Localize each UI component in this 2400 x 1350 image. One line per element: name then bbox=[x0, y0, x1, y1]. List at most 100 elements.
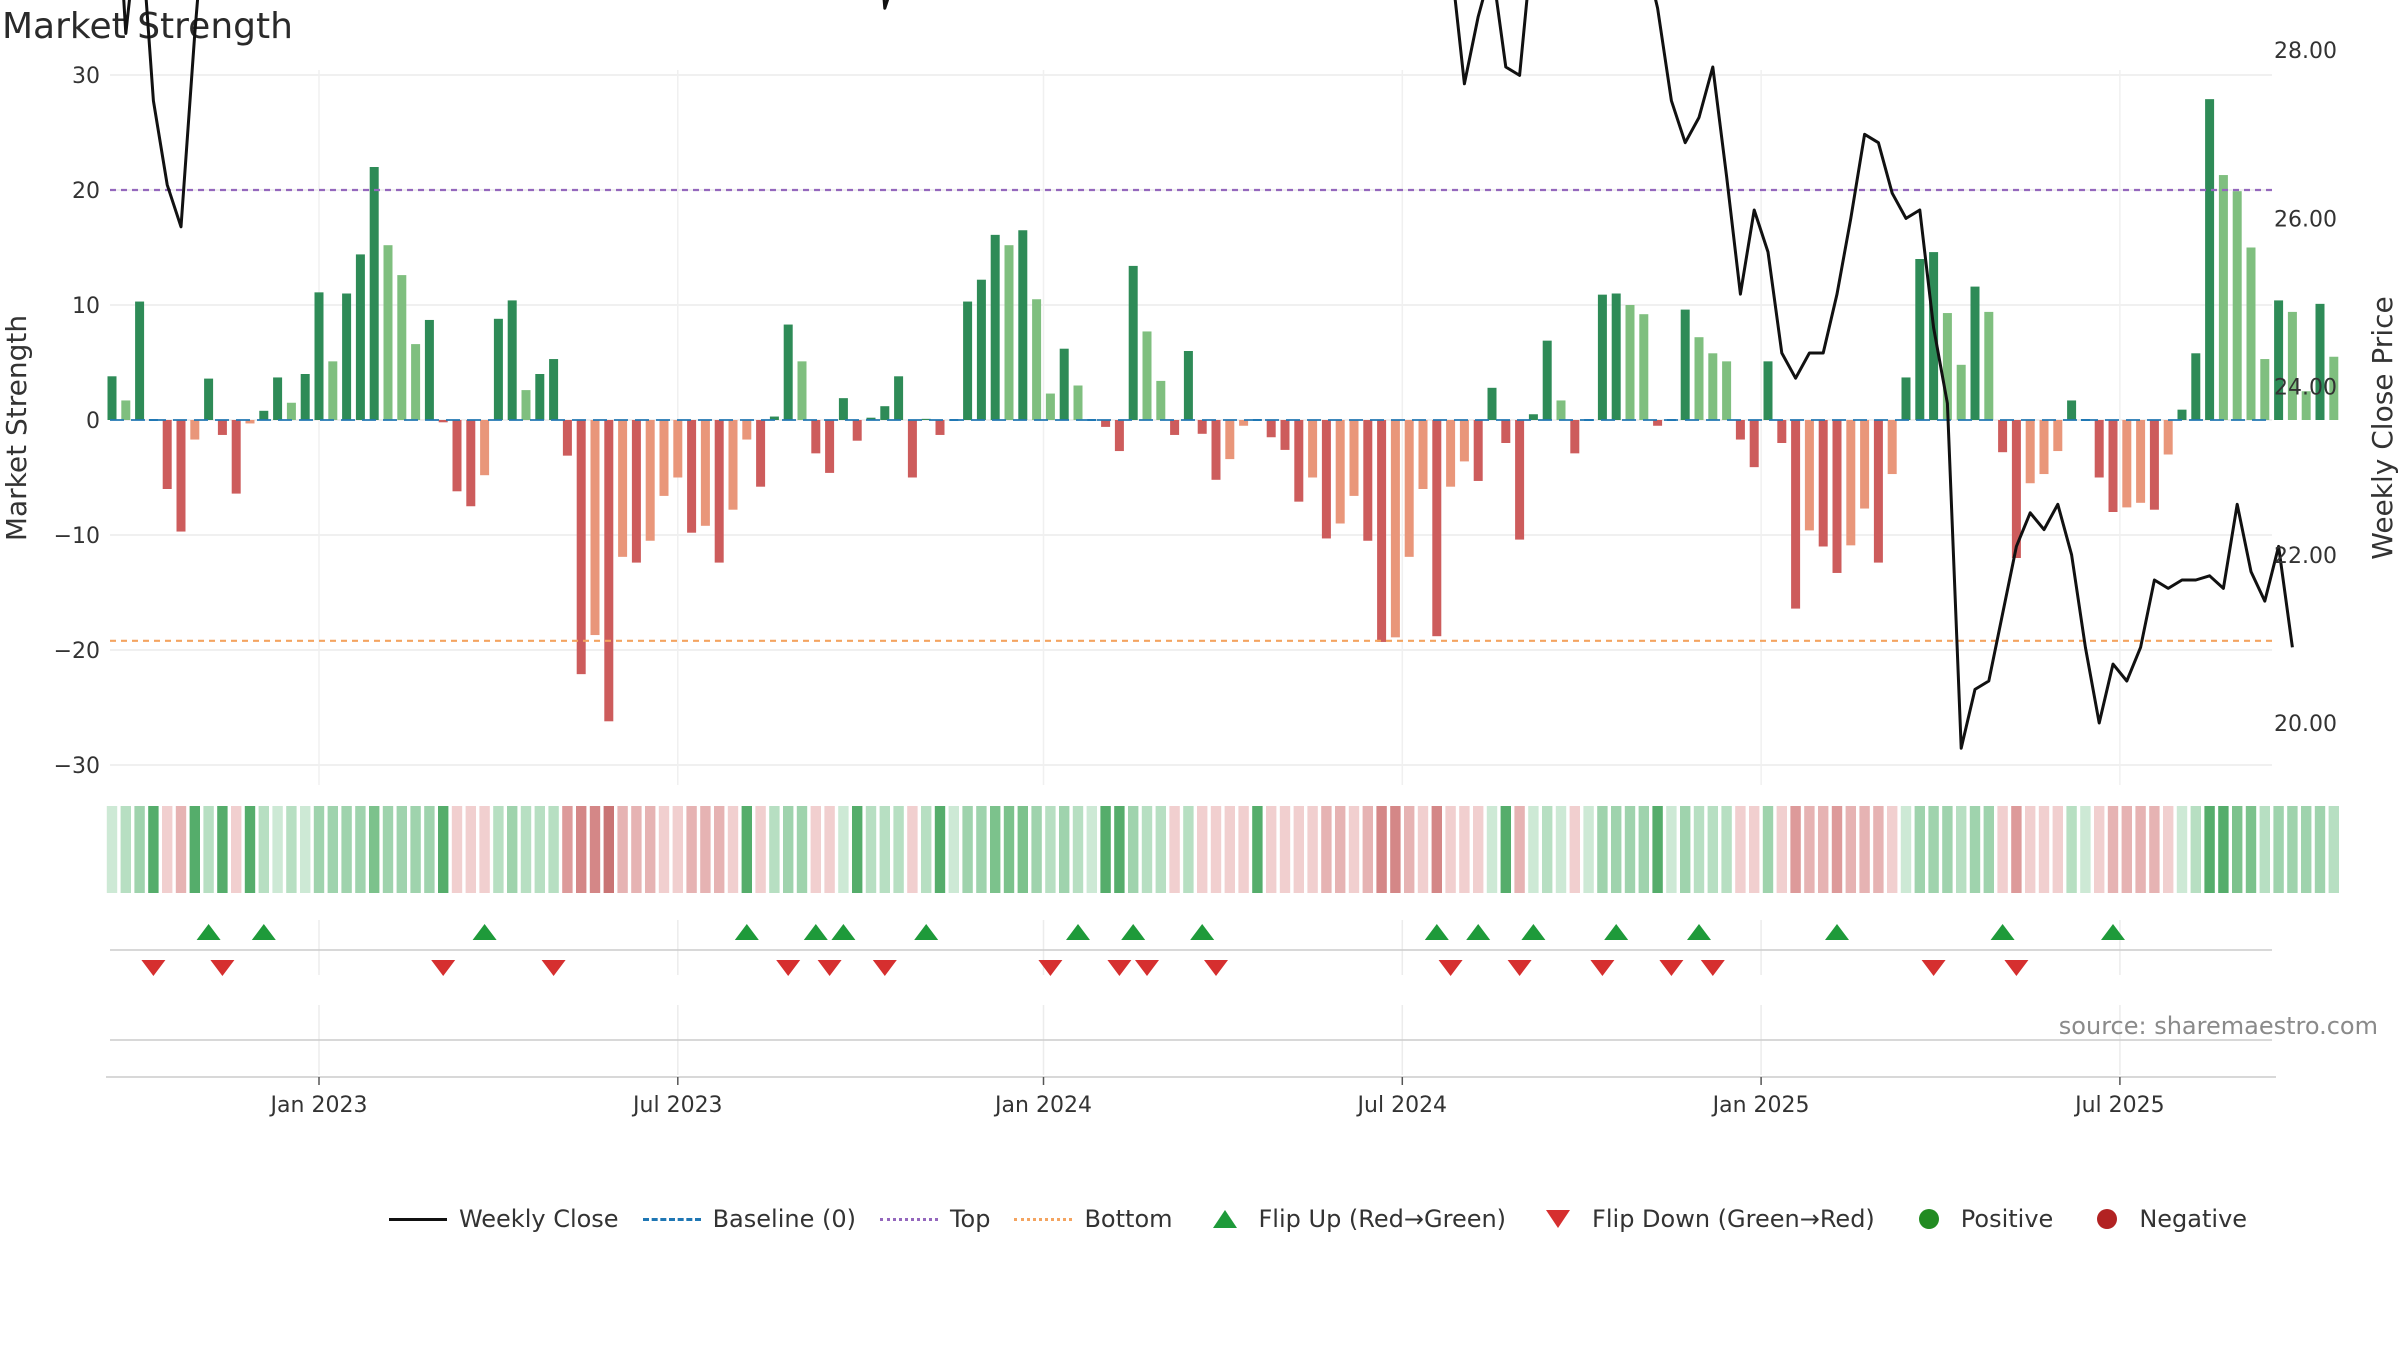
strength-bar bbox=[1653, 420, 1663, 426]
strength-bar bbox=[673, 420, 683, 478]
strength-bar bbox=[2122, 420, 2132, 508]
heat-cell bbox=[645, 806, 656, 893]
grid bbox=[110, 70, 2272, 1075]
source-note: source: sharemaestro.com bbox=[2058, 1012, 2378, 1040]
heat-cell bbox=[1624, 806, 1636, 893]
strength-bar bbox=[1045, 393, 1055, 420]
heat-cell bbox=[465, 806, 476, 893]
heat-cell bbox=[1652, 806, 1663, 893]
strength-bar bbox=[825, 420, 835, 473]
legend-baseline: Baseline (0) bbox=[642, 1205, 856, 1233]
flip-up-marker bbox=[1825, 924, 1849, 940]
strength-bar bbox=[1942, 313, 1952, 420]
heat-cell bbox=[1680, 806, 1691, 893]
heat-cell bbox=[1831, 806, 1843, 893]
heat-cell bbox=[410, 806, 421, 893]
strength-bar bbox=[480, 420, 490, 476]
heat-cell bbox=[300, 806, 311, 893]
strength-bar bbox=[797, 361, 807, 420]
strength-bar bbox=[2094, 420, 2104, 478]
heat-cell bbox=[479, 806, 490, 893]
heat-cell bbox=[1459, 806, 1470, 893]
heat-cell bbox=[658, 806, 670, 893]
legend-flip-down: Flip Down (Green→Red) bbox=[1530, 1205, 1875, 1233]
strength-bar bbox=[2301, 391, 2311, 420]
strength-bar bbox=[549, 359, 559, 420]
heat-cell bbox=[617, 806, 628, 893]
heat-cell bbox=[576, 806, 587, 893]
strength-bar bbox=[1446, 420, 1456, 487]
strength-bar bbox=[1473, 420, 1483, 481]
strength-bar bbox=[1818, 420, 1828, 547]
y-tick-label: −20 bbox=[54, 639, 100, 664]
heat-cell bbox=[1666, 806, 1677, 893]
strength-bar bbox=[231, 420, 241, 494]
flip-up-marker bbox=[831, 924, 856, 940]
heat-cell bbox=[2301, 806, 2312, 893]
heat-cell bbox=[1776, 806, 1787, 893]
heat-cell bbox=[1707, 806, 1718, 893]
y-tick-label: 0 bbox=[86, 409, 100, 434]
heat-cell bbox=[852, 806, 863, 893]
heat-cell bbox=[1762, 806, 1774, 893]
flip-up-marker bbox=[2101, 924, 2125, 940]
strength-bar bbox=[742, 420, 752, 440]
strength-bar bbox=[1059, 348, 1069, 420]
heat-cell bbox=[1224, 806, 1235, 893]
dotted-swatch-icon bbox=[879, 1217, 938, 1221]
strength-bar bbox=[811, 420, 821, 454]
flip-down-marker bbox=[1659, 960, 1684, 976]
strength-bar bbox=[2218, 175, 2228, 420]
heat-cell bbox=[1238, 806, 1249, 893]
flip-up-marker bbox=[196, 924, 221, 940]
heat-cell bbox=[217, 806, 228, 893]
heat-cell bbox=[1956, 806, 1967, 893]
heat-cell bbox=[1183, 806, 1194, 893]
x-tick-label: Jan 2025 bbox=[1711, 1093, 1810, 1118]
strength-bar bbox=[2274, 300, 2284, 420]
heat-cell bbox=[921, 806, 932, 893]
strength-bar bbox=[259, 410, 269, 420]
flip-down-marker bbox=[1107, 960, 1132, 976]
legend-positive: Positive bbox=[1899, 1205, 2053, 1233]
heat-cell bbox=[286, 806, 297, 893]
strength-bar bbox=[769, 416, 779, 420]
strength-bar bbox=[2011, 420, 2021, 558]
strength-bar bbox=[1515, 420, 1525, 540]
heat-cell bbox=[2273, 806, 2284, 893]
strength-bar bbox=[1128, 265, 1138, 420]
heat-cell bbox=[783, 806, 794, 893]
heat-cell bbox=[990, 806, 1001, 893]
heat-cell bbox=[231, 806, 242, 893]
heat-cell bbox=[769, 806, 780, 893]
heat-cell bbox=[507, 806, 518, 893]
red-dot-icon bbox=[2097, 1209, 2118, 1229]
flip-up-marker bbox=[1990, 924, 2015, 940]
flip-down-marker bbox=[1507, 960, 1532, 976]
strength-bar bbox=[452, 420, 462, 492]
heat-cell bbox=[451, 806, 463, 893]
heat-cell bbox=[2135, 806, 2146, 893]
heat-cell bbox=[1638, 806, 1649, 893]
strength-bar bbox=[342, 293, 352, 420]
heat-cell bbox=[879, 806, 890, 893]
heat-cell bbox=[2218, 806, 2229, 893]
flip-down-marker bbox=[817, 960, 842, 976]
strength-bar bbox=[1611, 293, 1621, 420]
strength-bar bbox=[204, 378, 214, 420]
strength-bar bbox=[1570, 420, 1580, 454]
heat-cell bbox=[1818, 806, 1829, 893]
strength-bar bbox=[2177, 409, 2187, 420]
strength-bar bbox=[728, 420, 738, 510]
strength-bar bbox=[2067, 400, 2077, 420]
strength-bar bbox=[1556, 400, 1566, 420]
strength-bar bbox=[507, 300, 517, 420]
strength-bar bbox=[1487, 387, 1497, 420]
flip-down-marker bbox=[541, 960, 566, 976]
strength-bar bbox=[1749, 420, 1759, 468]
strength-bar bbox=[659, 420, 669, 496]
reference-lines bbox=[110, 188, 2272, 642]
heat-cell bbox=[741, 806, 752, 893]
heat-cell bbox=[1804, 806, 1815, 893]
strength-bar bbox=[894, 376, 904, 420]
